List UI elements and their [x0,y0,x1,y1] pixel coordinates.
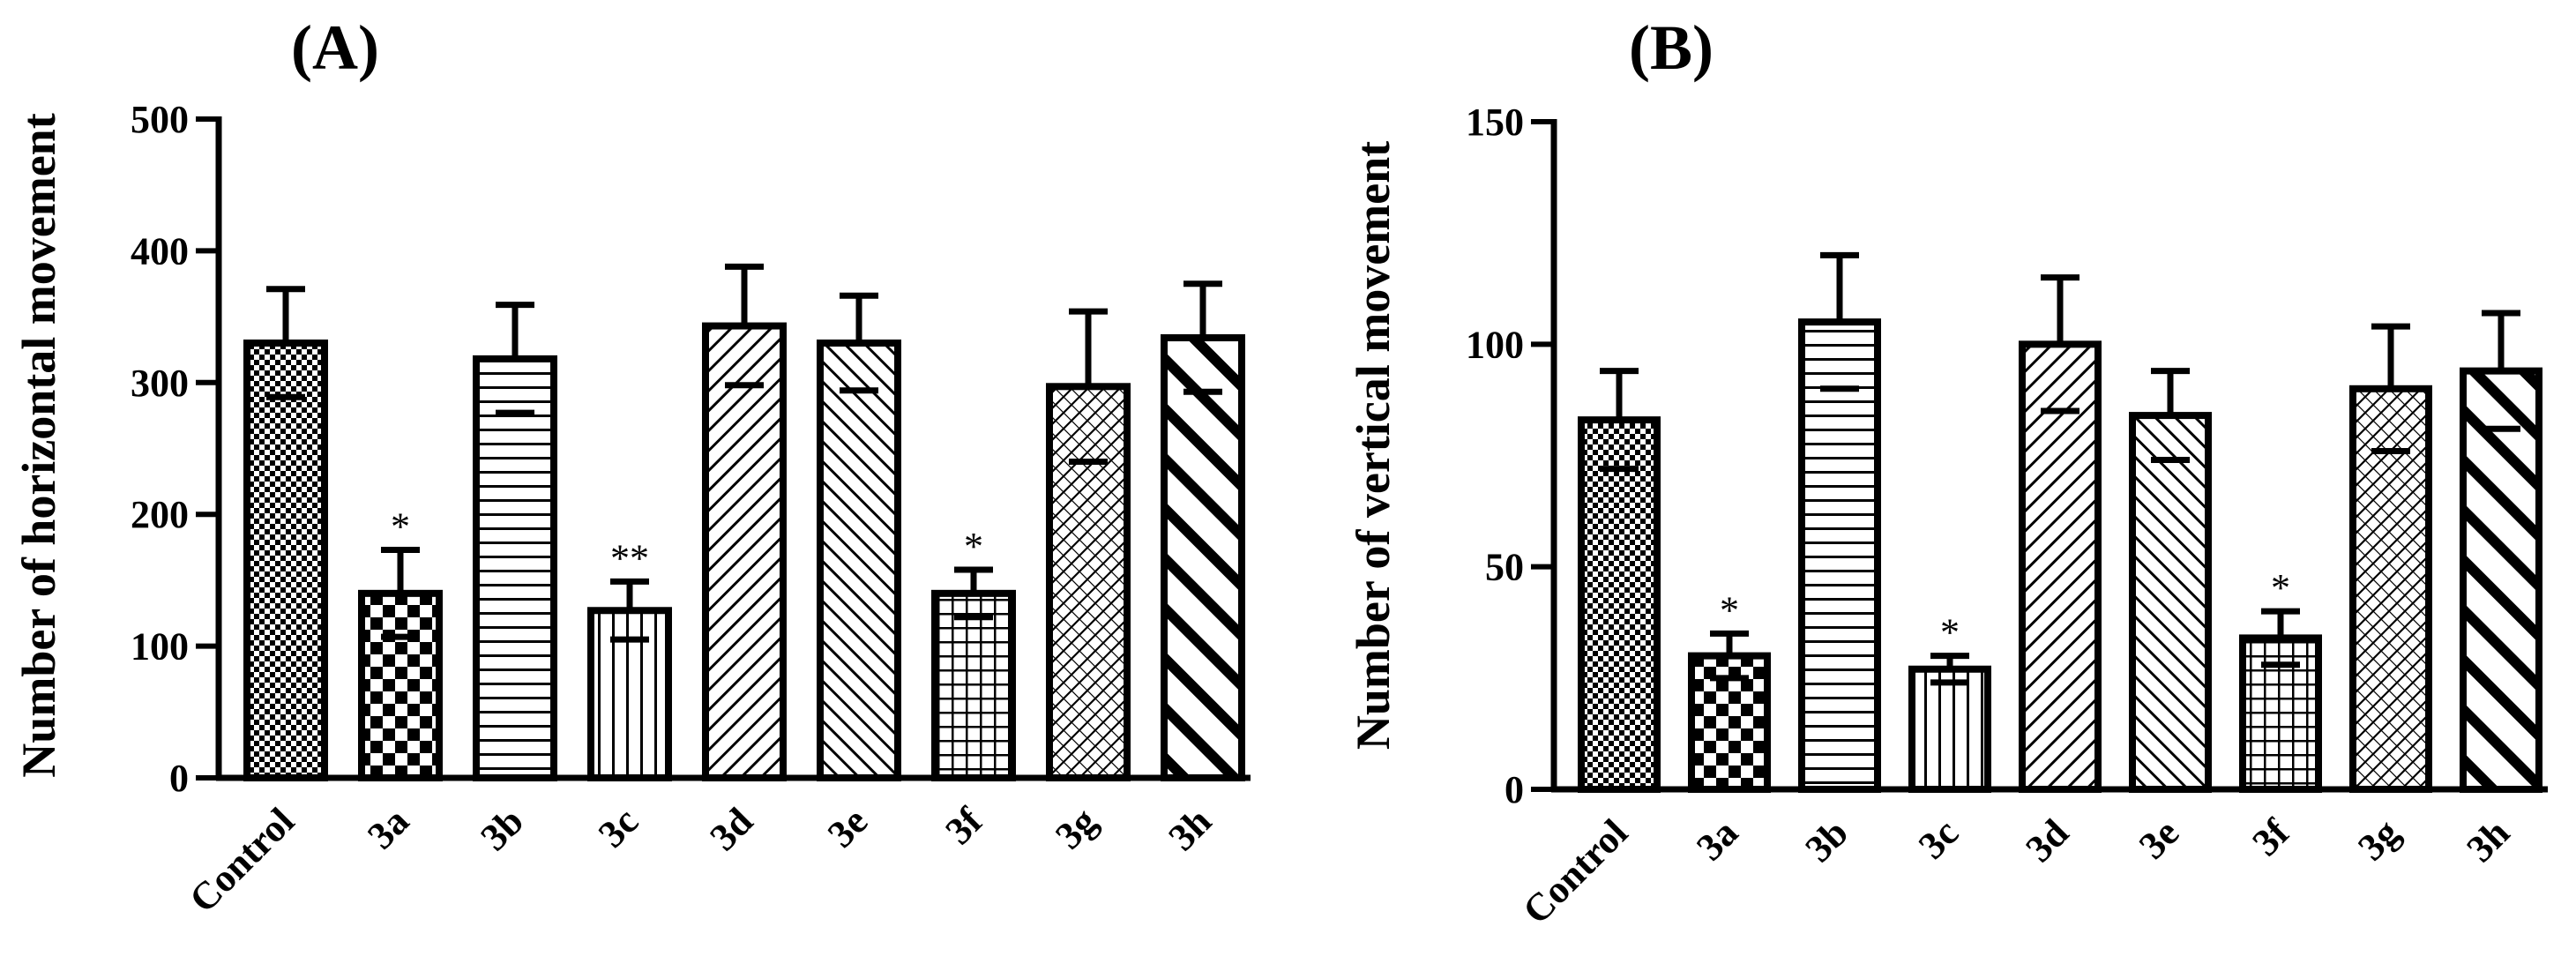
panel-b-y-tick-label: 50 [1485,546,1524,589]
panel-a-bar-3c [587,607,672,782]
panel-b-category-label: 3a [1688,810,1746,869]
panel-a-significance-marker: * [391,505,410,549]
panel-b-bar-3g [2349,385,2432,793]
panel-b-y-tick-label: 0 [1505,768,1524,811]
panel-a-y-tick-label: 200 [131,493,189,536]
panel-a-significance-marker: * [964,525,983,568]
panel-a-category-label: 3h [1161,799,1221,859]
panel-a-bar-3h [1161,334,1245,781]
panel-b-bar-3h [2460,367,2542,793]
panel-a-category-label: 3a [359,799,417,857]
panel-b-category-label: 3c [1910,810,1967,867]
panel-b-category-label: Control [1514,810,1636,932]
panel-b-label: (B) [1629,12,1714,83]
panel-a-y-tick-label: 100 [131,625,189,668]
panel-a-bar-control [243,339,328,781]
panel-b-bar-3c [1908,665,1991,793]
panel-a-category-label: 3e [819,799,876,855]
panel-b-category-label: 3h [2459,810,2519,870]
panel-a-y-tick-label: 400 [131,229,189,273]
panel-b-y-tick-label: 100 [1466,323,1524,366]
panel-b-category-label: 3g [2349,810,2408,869]
panel-a-y-axis-label: Number of horizontal movement [12,113,65,777]
panel-a-bar-3b [473,355,557,781]
panel-a-bar-3e [817,339,901,781]
panel-b-bar-control [1578,416,1661,793]
panel-a-category-label: 3b [473,799,533,859]
panel-b-bar-3e [2129,412,2212,793]
panel-b-bar-3d [2019,340,2102,793]
panel-b-y-tick-label: 150 [1466,101,1524,144]
panel-b-y-axis-label: Number of vertical movement [1347,141,1400,750]
panel-a-category-label: Control [181,799,302,921]
panel-b-significance-marker: * [1940,611,1960,654]
panel-b-bar-3b [1798,318,1881,794]
panel-a-bar-3f [931,589,1016,782]
panel-b-category-label: 3d [2018,810,2078,870]
panel-a-bar-3g [1046,383,1131,781]
panel-a-category-label: 3f [937,798,992,853]
panel-a-label: (A) [291,12,379,83]
panel-b-category-label: 3b [1797,810,1857,870]
panel-a-bar-3a [358,589,443,782]
panel-a-category-label: 3g [1047,799,1105,857]
panel-a-y-tick-label: 500 [131,98,189,141]
panel-a-y-tick-label: 300 [131,362,189,405]
panel-a-significance-marker: ** [610,536,649,579]
panel-a-category-label: 3c [590,799,646,855]
panel-b-bar-3f [2239,634,2322,793]
panel-a-y-tick-label: 0 [169,757,189,800]
panel-b-category-label: 3f [2244,810,2299,864]
panel-a: (A) Number of horizontal movement 0 100 20… [12,12,1251,921]
panel-b-category-label: 3e [2131,810,2187,867]
panel-b: (B) Number of vertical movement 0 50 100 15… [1347,12,2548,932]
panel-a-bar-3d [702,322,787,782]
panel-b-significance-marker: * [1720,588,1739,631]
panel-b-significance-marker: * [2271,566,2290,609]
panel-a-category-label: 3d [702,799,762,859]
